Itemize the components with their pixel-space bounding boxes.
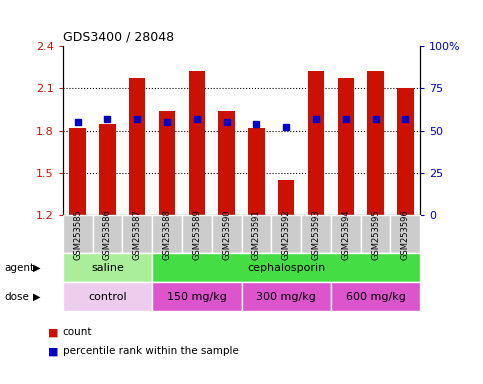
Text: agent: agent [5,263,35,273]
Bar [397,88,413,215]
Bar [338,78,354,215]
Text: GSM253590: GSM253590 [222,209,231,260]
Text: GSM253586: GSM253586 [103,209,112,260]
Text: GSM253593: GSM253593 [312,209,320,260]
Text: GSM253588: GSM253588 [163,209,171,260]
Text: ▶: ▶ [32,291,40,302]
Text: percentile rank within the sample: percentile rank within the sample [63,346,239,356]
Bar [70,128,86,215]
Text: saline: saline [91,263,124,273]
Bar [368,71,384,215]
Bar [248,128,265,215]
Text: count: count [63,327,92,337]
Text: control: control [88,291,127,302]
Bar [278,180,294,215]
Text: GSM253589: GSM253589 [192,209,201,260]
Bar [218,111,235,215]
Bar [189,71,205,215]
Text: 150 mg/kg: 150 mg/kg [167,291,227,302]
Text: GDS3400 / 28048: GDS3400 / 28048 [63,30,174,43]
Text: GSM253591: GSM253591 [252,209,261,260]
Text: ▶: ▶ [32,263,40,273]
Text: 600 mg/kg: 600 mg/kg [346,291,405,302]
Text: ■: ■ [48,346,59,356]
Text: GSM253596: GSM253596 [401,209,410,260]
Text: GSM253594: GSM253594 [341,209,350,260]
Text: 300 mg/kg: 300 mg/kg [256,291,316,302]
Text: GSM253592: GSM253592 [282,209,291,260]
Text: cephalosporin: cephalosporin [247,263,326,273]
Bar [159,111,175,215]
Text: GSM253587: GSM253587 [133,209,142,260]
Bar [308,71,324,215]
Bar [99,124,115,215]
Text: ■: ■ [48,327,59,337]
Text: GSM253595: GSM253595 [371,209,380,260]
Bar [129,78,145,215]
Text: dose: dose [5,291,30,302]
Text: GSM253585: GSM253585 [73,209,82,260]
